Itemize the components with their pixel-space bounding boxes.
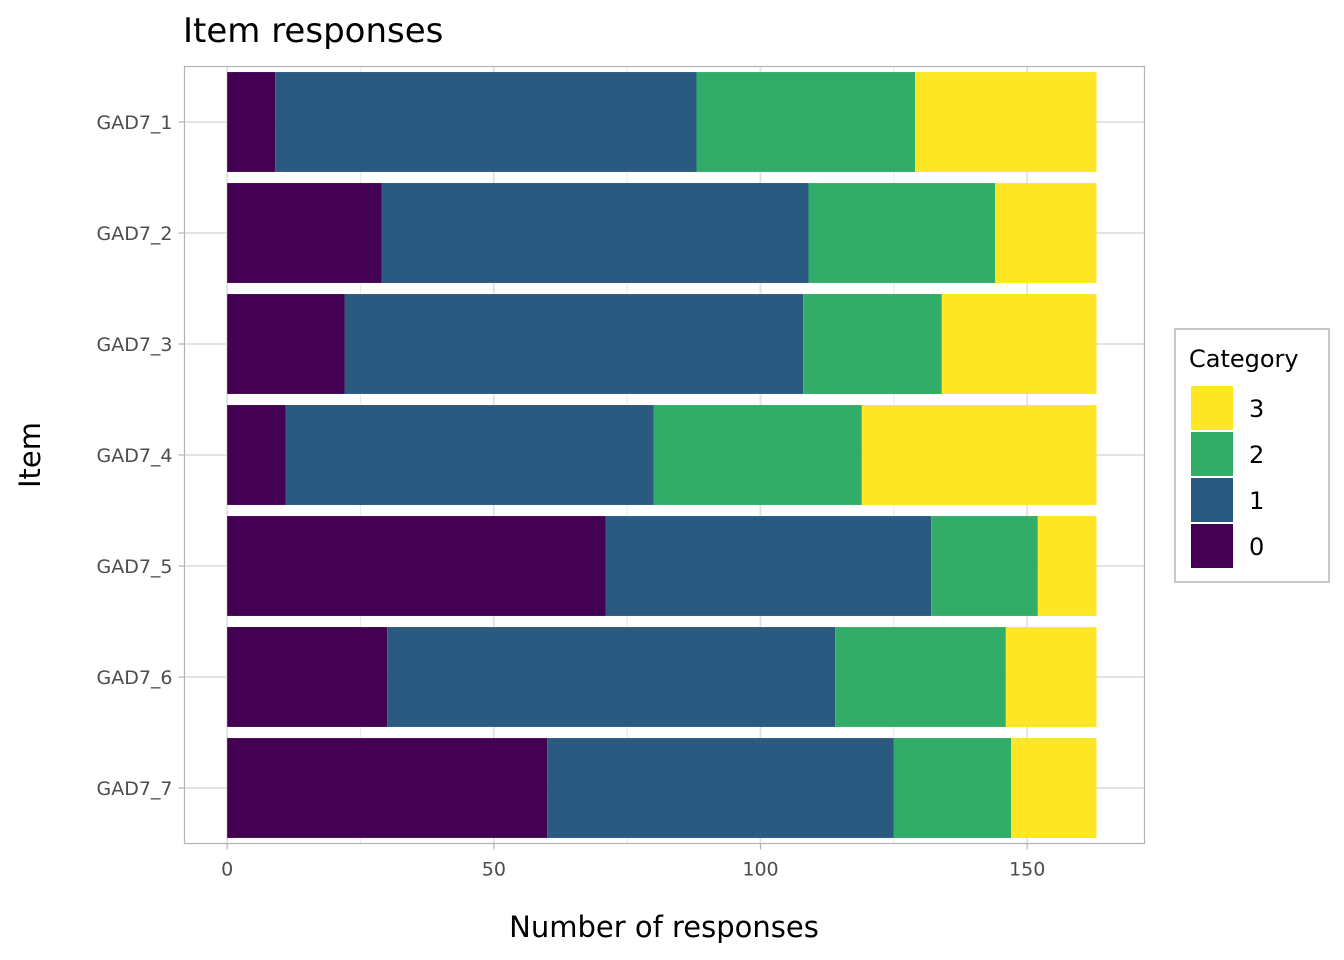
legend-label: 1 xyxy=(1249,487,1264,515)
x-axis-title: Number of responses xyxy=(509,910,819,944)
x-tick-label: 100 xyxy=(742,859,778,881)
y-tick-label: GAD7_7 xyxy=(96,778,172,800)
bar-segment xyxy=(605,516,932,616)
bar-segment xyxy=(227,183,382,283)
x-tick-label: 0 xyxy=(221,859,233,881)
legend-label: 0 xyxy=(1249,533,1264,561)
bar-segment xyxy=(861,405,1097,505)
bar-segment xyxy=(893,738,1012,838)
y-axis-title: Item xyxy=(13,422,47,488)
y-tick-label: GAD7_5 xyxy=(96,556,172,578)
y-tick-label: GAD7_3 xyxy=(96,334,172,356)
bar-segment xyxy=(931,516,1038,616)
legend: Category 3 2 1 0 xyxy=(1174,328,1330,583)
chart-title: Item responses xyxy=(183,11,443,51)
y-tick-label: GAD7_4 xyxy=(96,445,172,467)
bar-segment xyxy=(696,72,916,172)
bar-segment xyxy=(227,516,606,616)
bar-segment xyxy=(227,738,548,838)
legend-title: Category xyxy=(1189,345,1299,373)
bar-segment xyxy=(835,627,1006,727)
y-tick-label: GAD7_1 xyxy=(96,112,172,134)
bar-segment xyxy=(381,183,809,283)
x-axis: 0 50 100 150 xyxy=(221,843,1045,881)
legend-items: 3 2 1 0 xyxy=(1191,386,1264,568)
bar-segment xyxy=(1005,627,1097,727)
bar-segment xyxy=(1037,516,1097,616)
y-axis: GAD7_1 GAD7_2 GAD7_3 GAD7_4 GAD7_5 GAD7_6 GAD7… xyxy=(96,112,185,800)
bar-segment xyxy=(1011,738,1097,838)
bar-segment xyxy=(227,405,286,505)
legend-label: 3 xyxy=(1249,395,1264,423)
legend-swatch xyxy=(1191,524,1233,568)
y-tick-label: GAD7_6 xyxy=(96,667,172,689)
bar-segment xyxy=(227,294,345,394)
legend-swatch xyxy=(1191,432,1233,476)
bar-segment xyxy=(808,183,996,283)
bar-segment xyxy=(653,405,862,505)
bar-segment xyxy=(995,183,1097,283)
x-tick-label: 50 xyxy=(482,859,506,881)
bar-segment xyxy=(275,72,697,172)
bar-segment xyxy=(285,405,654,505)
bar-segment xyxy=(941,294,1097,394)
bar-segment xyxy=(227,72,276,172)
bar-segment xyxy=(547,738,894,838)
bar-segment xyxy=(803,294,942,394)
bar-segment xyxy=(387,627,836,727)
legend-label: 2 xyxy=(1249,441,1264,469)
bar-segment xyxy=(227,627,388,727)
legend-swatch xyxy=(1191,386,1233,430)
x-tick-label: 150 xyxy=(1009,859,1045,881)
bar-segment xyxy=(915,72,1097,172)
y-tick-label: GAD7_2 xyxy=(96,223,172,245)
legend-swatch xyxy=(1191,478,1233,522)
bar-segment xyxy=(344,294,804,394)
bars xyxy=(227,72,1097,838)
